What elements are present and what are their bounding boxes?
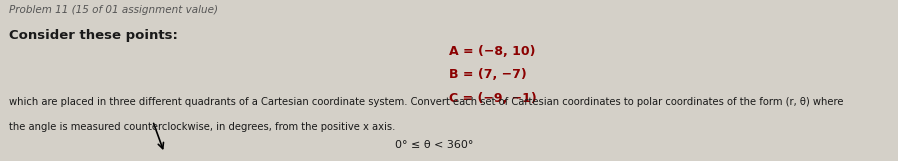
Text: A = (−8, 10): A = (−8, 10) bbox=[449, 45, 535, 58]
Text: Consider these points:: Consider these points: bbox=[9, 29, 178, 42]
Text: 0° ≤ θ < 360°: 0° ≤ θ < 360° bbox=[395, 140, 473, 150]
Text: which are placed in three different quadrants of a Cartesian coordinate system. : which are placed in three different quad… bbox=[9, 97, 843, 107]
Text: C = (−9, −1): C = (−9, −1) bbox=[449, 92, 537, 105]
Text: the angle is measured counterclockwise, in degrees, from the positive x axis.: the angle is measured counterclockwise, … bbox=[9, 122, 395, 132]
Text: Problem 11 (15 of 01 assignment value): Problem 11 (15 of 01 assignment value) bbox=[9, 5, 218, 15]
Text: B = (7, −7): B = (7, −7) bbox=[449, 68, 527, 81]
